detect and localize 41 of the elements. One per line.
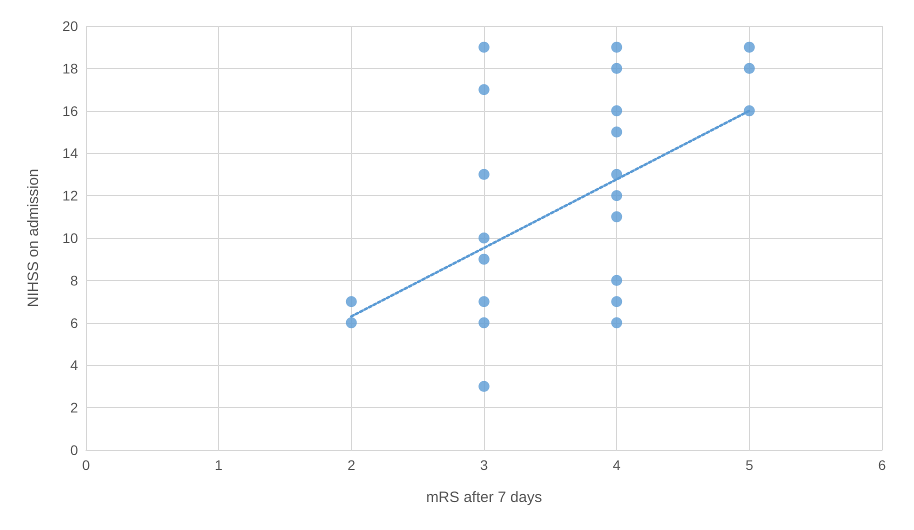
x-tick-label: 5 [745, 457, 754, 473]
point [611, 126, 622, 138]
y-tick-label: 6 [70, 314, 78, 331]
point [611, 274, 622, 286]
point [478, 254, 490, 265]
y-tick-label: 20 [62, 18, 78, 34]
point [611, 317, 622, 328]
point [478, 317, 490, 328]
y-tick-label: 12 [62, 188, 78, 204]
point [478, 84, 490, 96]
point [611, 105, 622, 116]
point [346, 317, 357, 328]
point [611, 190, 622, 202]
y-tick-label: 2 [70, 400, 78, 416]
point [744, 62, 755, 74]
point [611, 42, 622, 53]
y-tick-label: 8 [70, 272, 78, 288]
y-tick-label: 16 [62, 102, 78, 119]
point [478, 296, 490, 308]
y-tick-label: 4 [70, 357, 78, 374]
y-tick-label: 18 [62, 60, 78, 76]
point [478, 232, 490, 244]
point [478, 380, 490, 392]
y-tick-label: 14 [62, 145, 78, 162]
y-tick-label: 10 [62, 230, 78, 246]
point [478, 42, 490, 53]
point [346, 296, 357, 308]
x-axis-title: mRS after 7 days [426, 489, 542, 506]
x-tick-label: 2 [347, 457, 356, 473]
y-axis-title: NIHSS on admission [25, 168, 42, 308]
x-tick-label: 0 [82, 457, 90, 473]
point [478, 168, 490, 180]
x-tick-label: 3 [480, 457, 488, 473]
x-tick-label: 1 [214, 457, 223, 473]
point [611, 211, 622, 222]
y-tick-label: 0 [70, 442, 78, 458]
point [744, 42, 755, 53]
x-tick-label: 6 [878, 457, 886, 473]
x-tick-label: 4 [612, 457, 621, 473]
point [611, 62, 622, 74]
point [611, 296, 622, 308]
